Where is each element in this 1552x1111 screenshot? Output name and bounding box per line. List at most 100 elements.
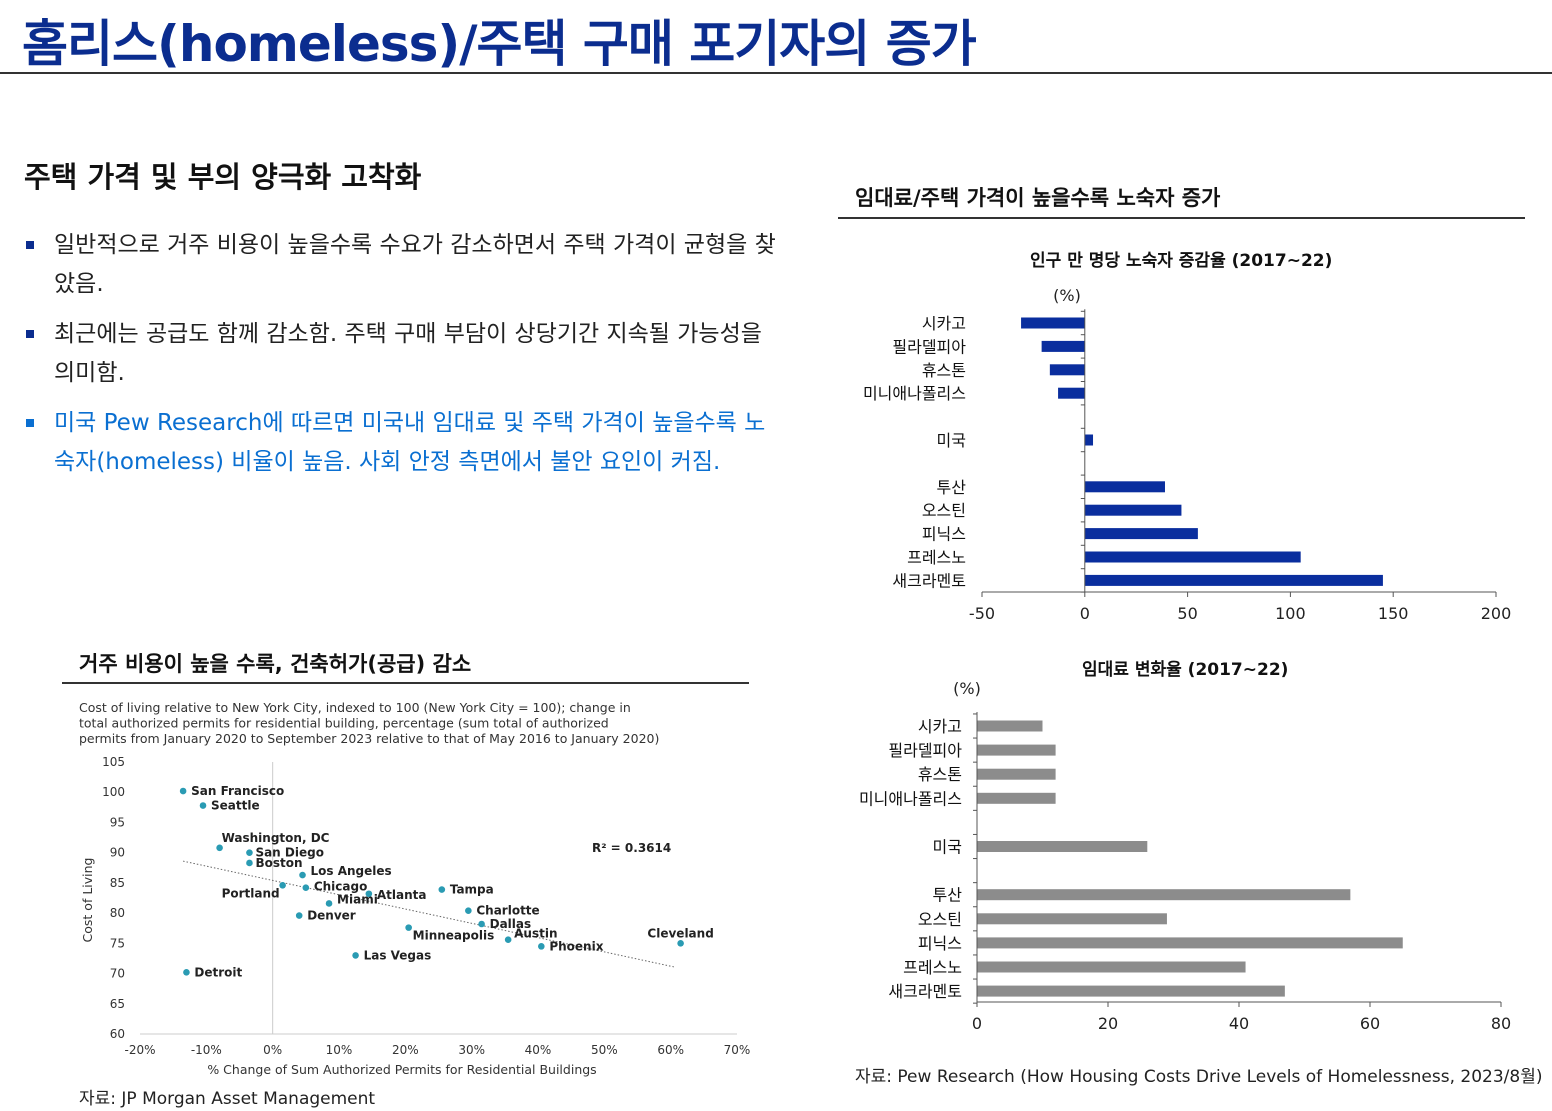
x-tick-label: 70% bbox=[724, 1043, 751, 1057]
rent-chart-title: 임대료 변화율 (2017~22) bbox=[1082, 660, 1289, 680]
category-label: 투산 bbox=[937, 478, 967, 497]
category-label: 필라델피아 bbox=[888, 741, 962, 760]
title-divider bbox=[0, 72, 1552, 74]
y-axis-title: Cost of Living bbox=[80, 858, 95, 943]
category-label: 피닉스 bbox=[918, 934, 962, 953]
x-tick-label: 50% bbox=[591, 1043, 618, 1057]
data-point bbox=[352, 952, 359, 959]
bar-panel-heading: 임대료/주택 가격이 높을수록 노숙자 증가 bbox=[855, 186, 1221, 210]
bar bbox=[1084, 434, 1094, 446]
homeless-change-chart: (%) 시카고필라델피아휴스톤미니애나폴리스미국투산오스틴피닉스프레스노새크라멘토… bbox=[863, 286, 1512, 623]
bar bbox=[977, 720, 1043, 732]
page-title: 홈리스(homeless)/주택 구매 포기자의 증가 bbox=[22, 15, 977, 73]
category-label: 오스틴 bbox=[918, 910, 962, 929]
bar bbox=[977, 841, 1148, 852]
scatter-subtitle: Cost of living relative to New York City… bbox=[79, 700, 659, 746]
data-point bbox=[302, 884, 310, 892]
scatter-panel-heading: 거주 비용이 높을 수록, 건축허가(공급) 감소 bbox=[79, 652, 472, 676]
bar bbox=[977, 889, 1351, 901]
bar bbox=[977, 985, 1285, 997]
y-tick-label: 75 bbox=[110, 936, 125, 950]
bar bbox=[1084, 504, 1182, 516]
bar bbox=[1041, 340, 1085, 352]
bar bbox=[977, 937, 1403, 949]
x-tick-label: 20 bbox=[1098, 1014, 1118, 1033]
x-tick-label: 150 bbox=[1378, 604, 1409, 623]
source-right: 자료: Pew Research (How Housing Costs Driv… bbox=[855, 1067, 1543, 1087]
x-tick-label: 200 bbox=[1481, 604, 1512, 623]
point-label: Austin bbox=[514, 927, 557, 941]
x-tick-label: -10% bbox=[191, 1043, 222, 1057]
bar bbox=[977, 913, 1167, 925]
category-label: 프레스노 bbox=[903, 958, 962, 977]
data-point bbox=[199, 802, 207, 809]
point-label: Atlanta bbox=[377, 888, 427, 902]
category-label: 시카고 bbox=[918, 717, 962, 736]
x-tick-label: 20% bbox=[392, 1043, 419, 1057]
x-tick-label: 0 bbox=[1080, 604, 1090, 623]
data-point bbox=[438, 886, 446, 893]
data-point bbox=[538, 943, 545, 950]
x-axis-title: % Change of Sum Authorized Permits for R… bbox=[207, 1062, 596, 1077]
data-point bbox=[504, 936, 512, 944]
x-tick-label: 40 bbox=[1229, 1014, 1249, 1033]
point-label: San Diego bbox=[255, 846, 324, 860]
bar bbox=[1084, 574, 1383, 586]
data-point bbox=[246, 859, 253, 867]
scatter-chart: Cost of living relative to New York City… bbox=[79, 700, 751, 1077]
data-point bbox=[677, 940, 684, 947]
bullet-list: 일반적으로 거주 비용이 높을수록 수요가 감소하면서 주택 가격이 균형을 찾… bbox=[24, 226, 784, 493]
data-point bbox=[478, 920, 485, 928]
category-label: 휴스톤 bbox=[918, 765, 962, 784]
category-label: 미니애나폴리스 bbox=[859, 789, 962, 808]
x-tick-label: 0 bbox=[972, 1014, 982, 1033]
y-tick-label: 85 bbox=[110, 876, 125, 890]
category-label: 새크라멘토 bbox=[888, 982, 962, 1001]
bar bbox=[1021, 317, 1085, 329]
category-label: 필라델피아 bbox=[892, 337, 966, 356]
x-tick-label: -50 bbox=[969, 604, 995, 623]
bar bbox=[977, 768, 1056, 780]
scatter-panel-divider bbox=[62, 682, 749, 684]
point-label: Washington, DC bbox=[222, 831, 330, 845]
data-point bbox=[246, 849, 253, 856]
point-label: Seattle bbox=[211, 799, 260, 813]
category-label: 오스틴 bbox=[922, 501, 966, 520]
bar bbox=[977, 792, 1056, 804]
category-label: 프레스노 bbox=[907, 548, 966, 567]
data-point bbox=[365, 890, 373, 898]
bar bbox=[1084, 551, 1301, 563]
point-label: Los Angeles bbox=[311, 864, 392, 878]
bar bbox=[1084, 528, 1198, 540]
data-point bbox=[179, 787, 187, 795]
category-label: 휴스톤 bbox=[922, 361, 966, 380]
data-point bbox=[216, 844, 223, 852]
x-tick-label: 60% bbox=[657, 1043, 684, 1057]
x-tick-label: 80 bbox=[1491, 1014, 1511, 1033]
point-label: San Francisco bbox=[191, 784, 284, 798]
data-point bbox=[299, 871, 306, 879]
data-point bbox=[295, 912, 303, 919]
bar bbox=[977, 961, 1246, 973]
y-tick-label: 90 bbox=[110, 846, 125, 860]
bar bbox=[1084, 481, 1165, 493]
data-point bbox=[183, 969, 190, 976]
point-label: Charlotte bbox=[476, 904, 539, 918]
bullet-item: 일반적으로 거주 비용이 높을수록 수요가 감소하면서 주택 가격이 균형을 찾… bbox=[24, 226, 784, 304]
point-label: Denver bbox=[307, 909, 356, 923]
bar-panel-divider bbox=[838, 217, 1525, 219]
y-tick-label: 60 bbox=[110, 1027, 125, 1041]
bar bbox=[1058, 387, 1085, 399]
point-label: Detroit bbox=[194, 965, 242, 979]
unit-label: (%) bbox=[953, 679, 981, 698]
homeless-chart-title: 인구 만 명당 노숙자 증감율 (2017~22) bbox=[1030, 251, 1333, 271]
x-tick-label: 50 bbox=[1177, 604, 1197, 623]
y-tick-label: 105 bbox=[102, 755, 125, 769]
category-label: 새크라멘토 bbox=[892, 571, 966, 590]
data-point bbox=[325, 900, 333, 907]
point-label: Phoenix bbox=[549, 939, 603, 953]
rent-change-chart: (%) 시카고필라델피아휴스톤미니애나폴리스미국투산오스틴피닉스프레스노새크라멘토… bbox=[859, 679, 1511, 1033]
bar bbox=[1049, 364, 1085, 376]
category-label: 미국 bbox=[933, 838, 962, 857]
bar bbox=[977, 744, 1056, 756]
